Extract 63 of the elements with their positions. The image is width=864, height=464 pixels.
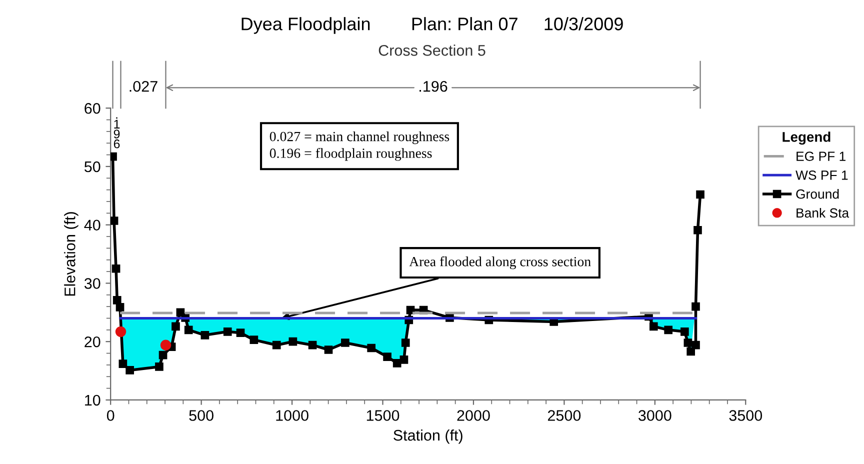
point — [341, 338, 350, 347]
x-tick-label: 1000 — [276, 410, 308, 421]
point — [272, 340, 281, 350]
point — [118, 360, 128, 368]
point — [400, 356, 408, 364]
point — [112, 264, 120, 273]
point — [401, 338, 410, 347]
point — [184, 326, 193, 334]
point — [250, 336, 258, 344]
point — [115, 326, 126, 338]
point — [692, 302, 700, 311]
point — [223, 328, 232, 336]
point — [160, 340, 172, 350]
chart-subtitle: Cross Section 5 — [378, 44, 486, 56]
y-tick-label: 20 — [84, 336, 100, 348]
x-tick-label: 2000 — [457, 410, 490, 421]
legend-label: Ground — [796, 189, 839, 199]
point — [680, 328, 689, 336]
point — [112, 296, 122, 304]
legend-title: Legend — [782, 132, 830, 145]
legend-label: EG PF 1 — [796, 152, 846, 161]
point — [664, 326, 673, 334]
x-tick-label: 3000 — [638, 410, 672, 421]
y-tick-label: 50 — [84, 161, 100, 172]
x-axis-title: Station (ft) — [394, 429, 462, 444]
x-tick-label: 1500 — [366, 410, 400, 421]
point — [158, 350, 168, 360]
x-tick-label: 0 — [106, 410, 114, 421]
y-tick-label: 10 — [85, 394, 100, 406]
point — [116, 302, 124, 312]
point — [200, 331, 210, 340]
text: .027 — [130, 80, 158, 92]
point — [649, 322, 658, 331]
chart-title: Dyea Floodplain Plan: Plan 07 10/3/2009 — [242, 17, 623, 34]
text: .196 — [420, 80, 448, 92]
point — [155, 362, 164, 371]
point — [694, 226, 702, 234]
point — [686, 347, 696, 356]
y-tick-label: 60 — [84, 102, 100, 114]
annotation: 0.027 = main channel roughness 0.196 = floodplain roughness — [270, 131, 450, 161]
point — [324, 346, 333, 354]
x-tick-label: 2500 — [548, 410, 581, 421]
x-tick-label: 500 — [189, 410, 214, 421]
point — [126, 366, 134, 374]
point — [383, 352, 392, 361]
y-tick-label: 30 — [84, 278, 100, 289]
point — [684, 338, 692, 347]
y-tick-label: 40 — [84, 220, 100, 231]
point — [288, 337, 298, 346]
point — [172, 322, 180, 331]
annotation: .196 — [114, 117, 120, 148]
point — [692, 340, 700, 350]
point — [308, 340, 317, 350]
y-axis-title: Elevation (ft) — [64, 212, 78, 296]
legend-label: Bank Sta — [796, 208, 850, 218]
point — [696, 190, 704, 199]
point — [367, 344, 376, 352]
point — [110, 216, 118, 225]
point — [236, 328, 245, 338]
x-tick-label: 3500 — [729, 410, 762, 421]
point — [392, 359, 402, 368]
annotation: Area flooded along cross section — [409, 256, 591, 270]
legend-label: WS PF 1 — [796, 170, 848, 180]
